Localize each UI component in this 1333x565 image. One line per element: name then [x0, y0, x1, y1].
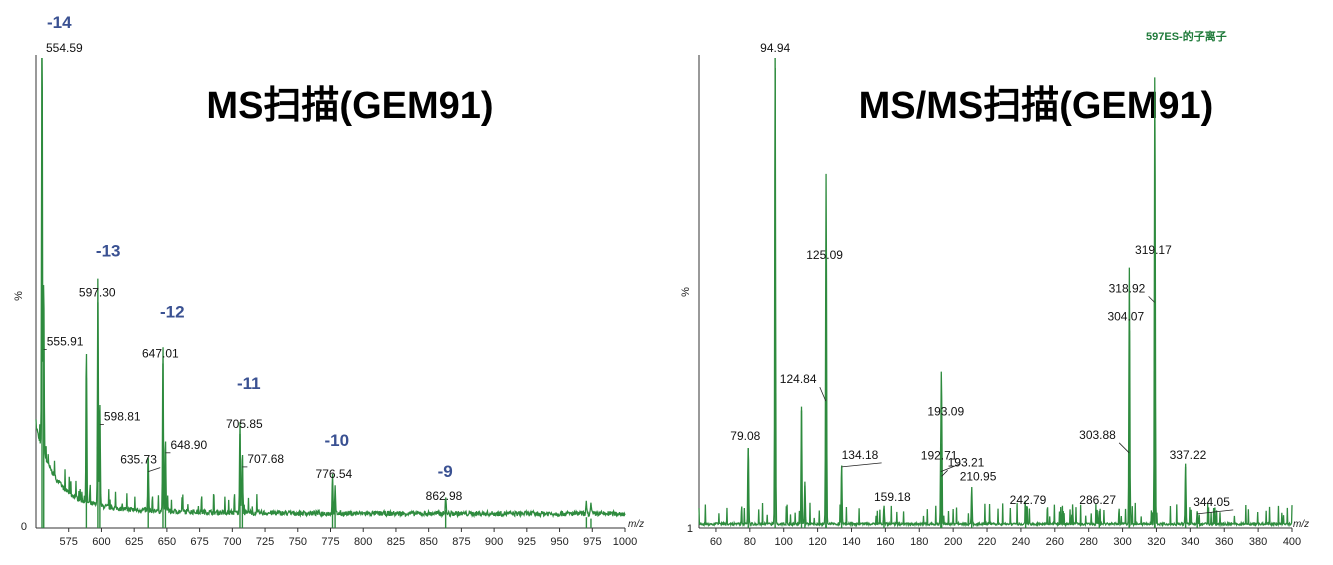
left-y-axis-label: % [13, 291, 25, 301]
right-peak-label: 125.09 [806, 248, 843, 262]
right-y-one-label: 1 [687, 523, 693, 535]
right-spectrum-trace [698, 68, 1293, 528]
left-x-tick-label: 900 [485, 536, 503, 548]
right-peak-label: 192.71 [921, 449, 958, 463]
right-peak-label: 337.22 [1170, 448, 1207, 462]
right-x-tick-label: 120 [808, 536, 826, 548]
left-peak-leader [148, 467, 161, 472]
right-x-tick-label: 160 [876, 536, 894, 548]
left-peak-label: 555.91 [47, 334, 84, 348]
left-chart-title: MS扫描(GEM91) [206, 85, 493, 127]
ms-scan-panel: % 0 m/z MS扫描(GEM91) 575 600 625 650 675 700 72… [13, 13, 644, 548]
right-x-tick-label: 300 [1113, 536, 1131, 548]
right-x-tick-label: 220 [978, 536, 996, 548]
left-x-tick-label: 575 [60, 536, 78, 548]
right-peak-label: 94.94 [760, 41, 790, 55]
left-x-tick-label: 750 [289, 536, 307, 548]
left-x-tick-label: 725 [256, 536, 274, 548]
left-peak-label: 597.30 [79, 285, 116, 299]
left-x-tick-label: 775 [321, 536, 339, 548]
right-peak-leader [819, 386, 827, 402]
left-charge-label: -11 [237, 374, 261, 393]
right-peak-label: 79.08 [730, 429, 760, 443]
right-peak-label: 303.88 [1079, 428, 1116, 442]
left-peak-label: 648.90 [170, 438, 207, 452]
right-peak-label: 134.18 [842, 448, 879, 462]
left-charge-label: -9 [438, 462, 453, 481]
left-x-tick-label: 650 [158, 536, 176, 548]
right-peak-label: 344.05 [1193, 495, 1230, 509]
right-peak-label: 242.79 [1010, 493, 1047, 507]
left-peak-label: 554.59 [46, 41, 83, 55]
right-x-tick-label: 380 [1249, 536, 1267, 548]
left-charge-label: -13 [96, 241, 121, 260]
right-x-tick-label: 240 [1012, 536, 1030, 548]
left-x-tick-label: 850 [419, 536, 437, 548]
right-peak-leader [1118, 442, 1130, 454]
right-peak-label: 286.27 [1079, 493, 1116, 507]
right-peak-label: 193.09 [927, 404, 964, 418]
right-x-tick-label: 200 [944, 536, 962, 548]
right-peak-leader [940, 463, 961, 472]
right-peak-label: 124.84 [780, 372, 817, 386]
right-peak-leader [1148, 296, 1155, 303]
left-x-tick-label: 925 [518, 536, 536, 548]
left-x-tick-label: 700 [223, 536, 241, 548]
left-peak-label: 707.68 [247, 452, 284, 466]
left-peak-label: 862.98 [426, 489, 463, 503]
left-peak-label: 598.81 [104, 410, 141, 424]
msms-scan-panel: % 1 m/z MS/MS扫描(GEM91) 597ES-的子离子 60 80 10… [680, 29, 1309, 548]
right-peak-label: 304.07 [1107, 310, 1144, 324]
right-x-tick-label: 400 [1283, 536, 1301, 548]
left-peak-label: 635.73 [120, 453, 157, 467]
left-x-tick-label: 950 [550, 536, 568, 548]
right-x-tick-label: 180 [910, 536, 928, 548]
left-peak-label: 776.54 [316, 467, 353, 481]
right-x-tick-label: 60 [710, 536, 722, 548]
right-chart-subtitle: 597ES-的子离子 [1146, 29, 1227, 43]
right-peak-leader [941, 470, 948, 477]
left-x-tick-label: 800 [354, 536, 372, 548]
left-x-tick-label: 825 [387, 536, 405, 548]
right-x-tick-label: 280 [1080, 536, 1098, 548]
left-charge-label: -10 [325, 431, 350, 450]
right-y-axis-label: % [680, 287, 692, 297]
right-chart-title: MS/MS扫描(GEM91) [859, 85, 1214, 127]
left-peak-label: 647.01 [142, 347, 179, 361]
right-x-tick-label: 260 [1046, 536, 1064, 548]
left-x-tick-label: 975 [583, 536, 601, 548]
right-x-tick-label: 100 [775, 536, 793, 548]
right-peak-label: 159.18 [874, 490, 911, 504]
left-charge-label: -12 [160, 303, 185, 322]
left-spectrum-trace [35, 57, 626, 519]
right-peak-leader [1197, 509, 1234, 515]
right-x-tick-label: 320 [1147, 536, 1165, 548]
right-peak-leader [841, 462, 882, 468]
right-peak-label: 193.21 [948, 455, 985, 469]
right-peak-label: 318.92 [1109, 281, 1146, 295]
right-x-tick-label: 140 [842, 536, 860, 548]
right-peak-label: 210.95 [960, 469, 997, 483]
left-x-tick-label: 600 [92, 536, 110, 548]
left-x-tick-label: 1000 [613, 536, 637, 548]
right-x-tick-label: 340 [1181, 536, 1199, 548]
right-peak-label: 319.17 [1135, 243, 1172, 257]
right-mz-label: m/z [1293, 519, 1309, 530]
left-charge-label: -14 [47, 13, 72, 32]
left-x-tick-label: 875 [452, 536, 470, 548]
right-x-tick-label: 80 [744, 536, 756, 548]
left-mz-label: m/z [628, 519, 644, 530]
left-x-tick-label: 675 [190, 536, 208, 548]
left-y-zero-label: 0 [21, 521, 27, 533]
left-peak-label: 705.85 [226, 417, 263, 431]
right-x-tick-label: 360 [1215, 536, 1233, 548]
left-x-tick-label: 625 [125, 536, 143, 548]
